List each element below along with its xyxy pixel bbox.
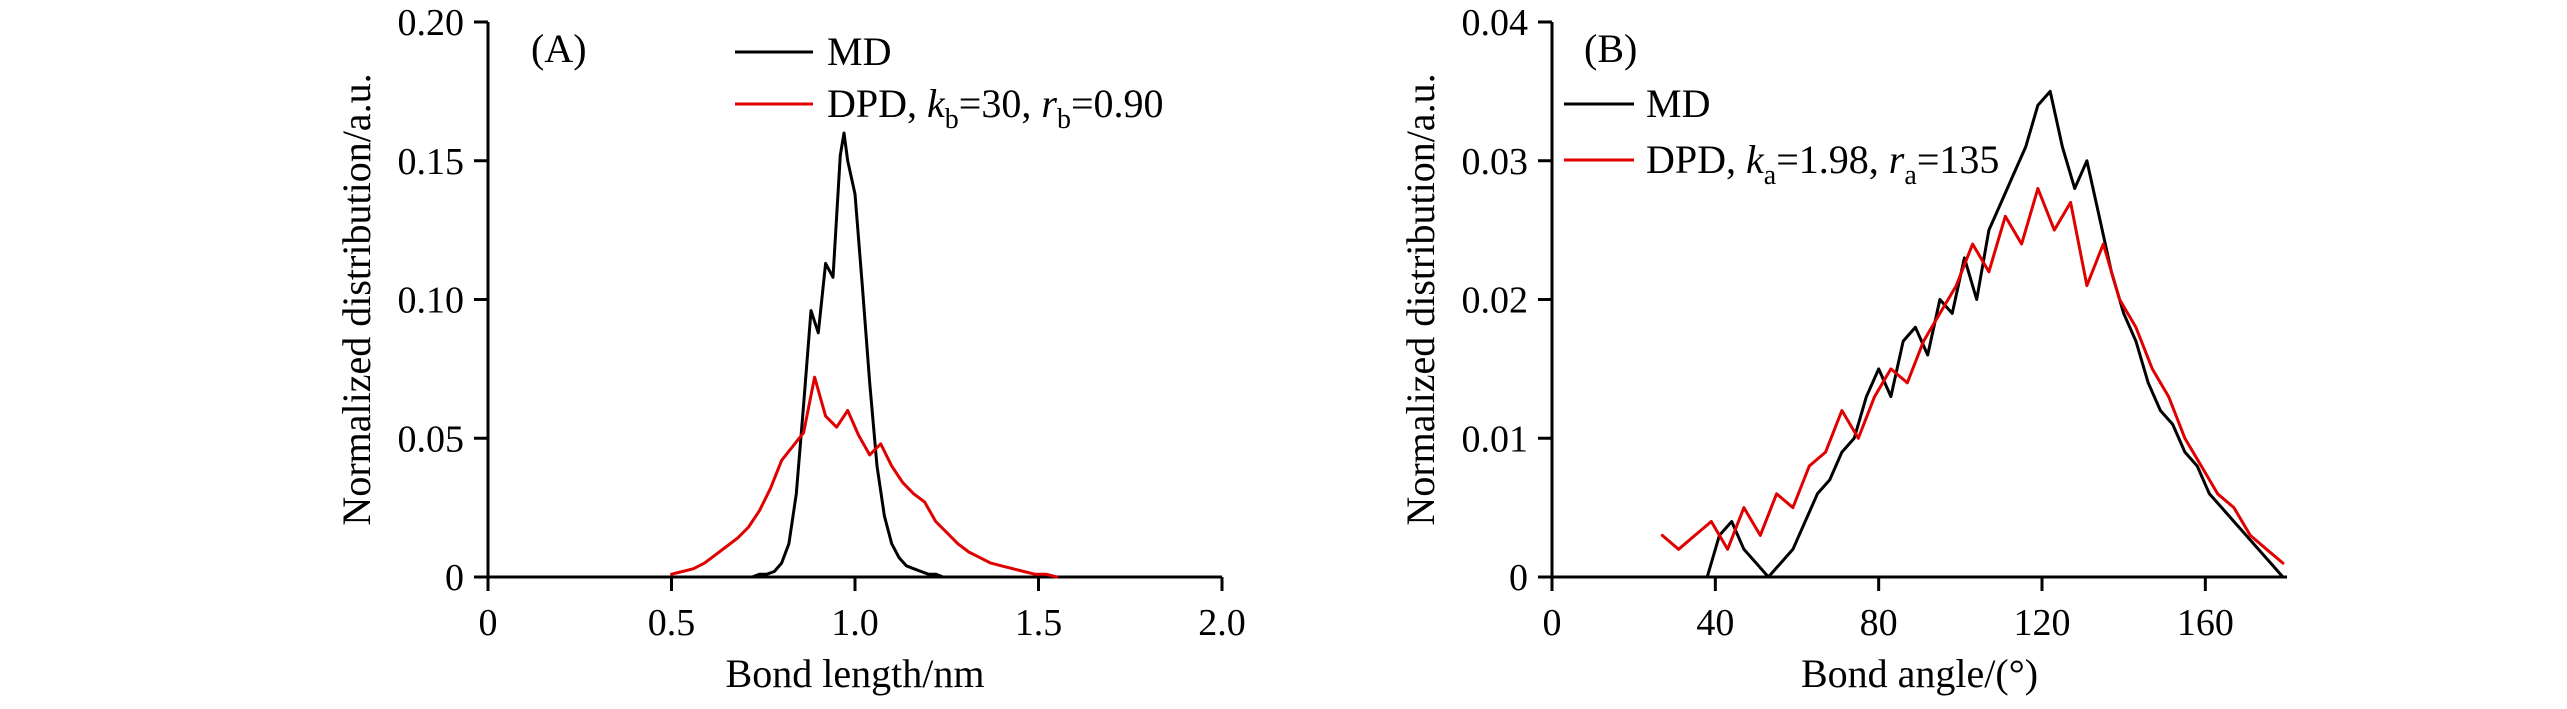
x-tick-label: 1.0	[831, 602, 879, 644]
panel-a: 0 0.5 1.0 1.5 2.0 0 0.05 0.10 0.15 0.20 Bond lengt…	[334, 2, 1246, 696]
x-tick-label: 160	[2177, 602, 2234, 644]
x-tick-label: 120	[2014, 602, 2071, 644]
series-line-MD	[750, 131, 945, 579]
x-tick-label: 0	[1543, 602, 1562, 644]
y-axis-label: Normalized distribution/a.u.	[334, 73, 379, 525]
legend-label-DPD: DPD, kb=30, rb=0.90	[827, 81, 1164, 135]
series-line-DPD	[670, 375, 1059, 579]
y-axis-label: Normalized distribution/a.u.	[1398, 73, 1443, 525]
x-tick-label: 40	[1696, 602, 1734, 644]
y-tick-label: 0	[1509, 557, 1528, 599]
legend-label-DPD: DPD, ka=1.98, ra=135	[1646, 137, 1999, 191]
x-tick-label: 2.0	[1198, 602, 1246, 644]
series-line-MD	[1705, 89, 2285, 579]
y-tick-label: 0.05	[398, 418, 465, 460]
y-tick-label: 0.20	[398, 2, 465, 44]
x-tick-label: 1.5	[1015, 602, 1063, 644]
y-tick-label: 0.01	[1462, 418, 1529, 460]
x-axis-label: Bond length/nm	[726, 651, 985, 696]
y-tick-label: 0.02	[1462, 280, 1529, 322]
bond-angle-chart: 0 40 80 120 160 0 0.01 0.02 0.03 0.04 Bond angle/(…	[1398, 2, 2287, 696]
legend-label-MD: MD	[827, 29, 891, 74]
panel-b: 0 40 80 120 160 0 0.01 0.02 0.03 0.04 Bond angle/(…	[1284, 0, 2567, 709]
panel-label: (A)	[531, 26, 587, 71]
y-tick-label: 0.03	[1462, 141, 1529, 183]
legend-label-MD: MD	[1646, 81, 1710, 126]
y-tick-label: 0.04	[1462, 2, 1529, 44]
series-line-DPD	[1660, 187, 2285, 565]
x-tick-label: 0	[479, 602, 498, 644]
y-tick-label: 0.10	[398, 280, 465, 322]
x-axis-label: Bond angle/(°)	[1801, 651, 2038, 696]
x-tick-label: 80	[1860, 602, 1898, 644]
y-tick-label: 0.15	[398, 141, 465, 183]
bond-length-chart: 0 0.5 1.0 1.5 2.0 0 0.05 0.10 0.15 0.20 Bond lengt…	[334, 2, 1246, 696]
x-tick-label: 0.5	[648, 602, 696, 644]
panel-label: (B)	[1584, 26, 1637, 71]
y-tick-label: 0	[445, 557, 464, 599]
